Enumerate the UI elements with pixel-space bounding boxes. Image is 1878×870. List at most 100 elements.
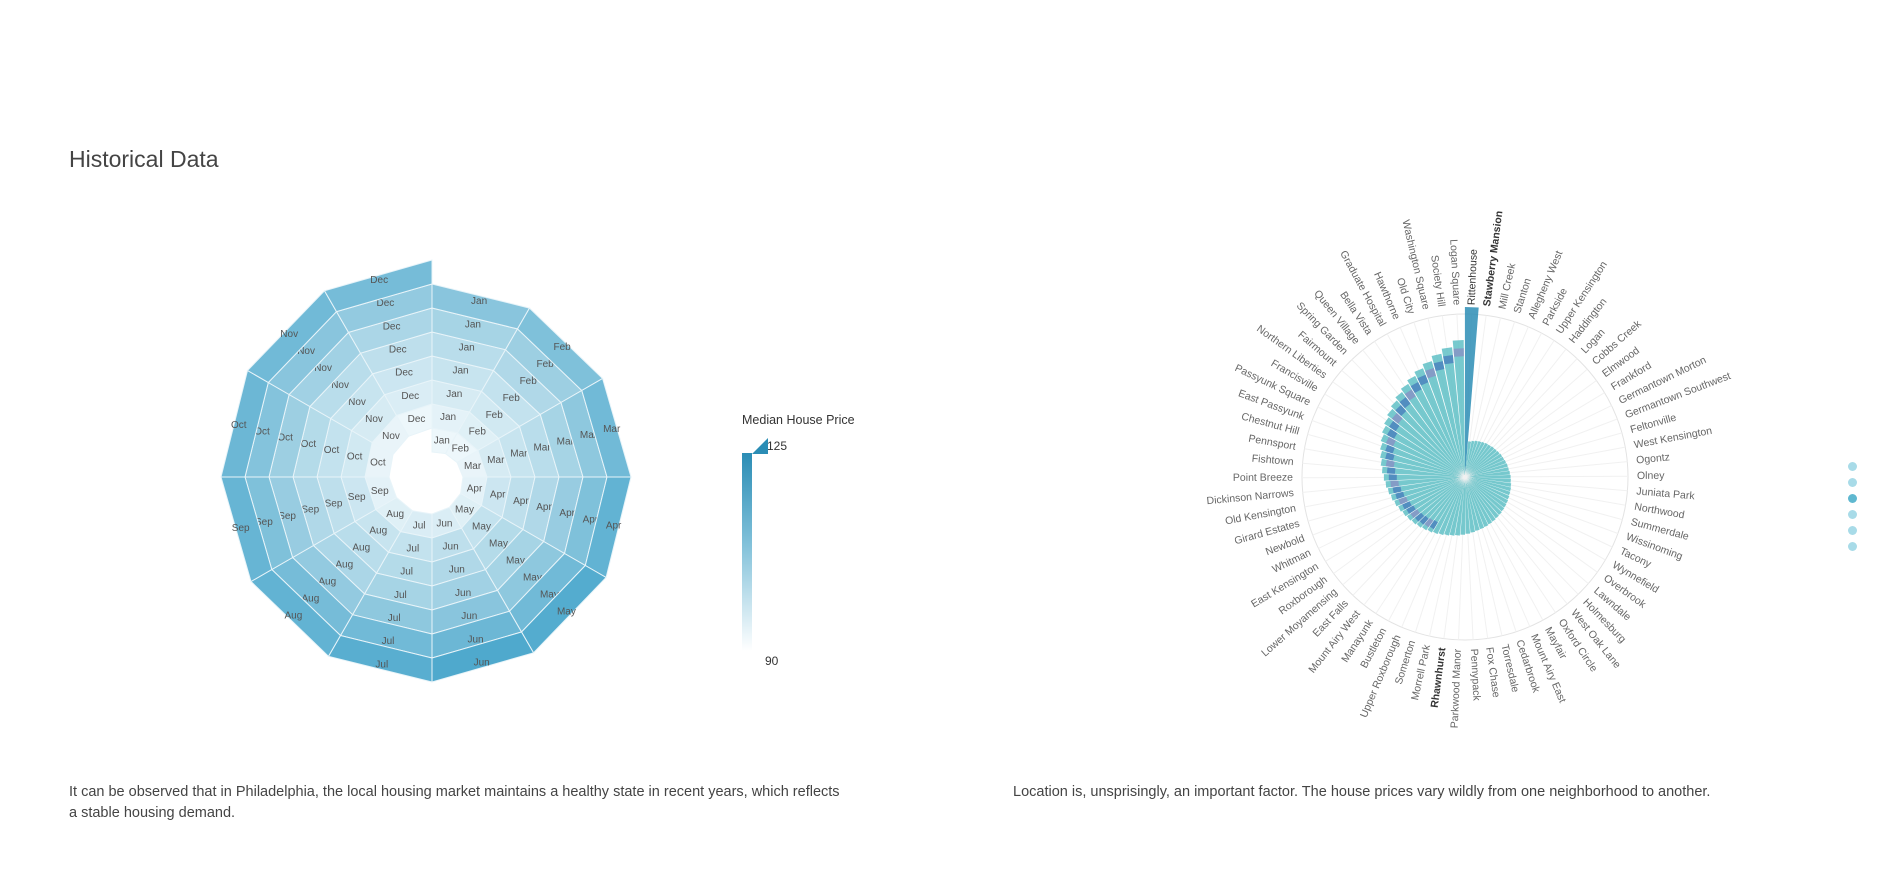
spiral-month-label: Dec [408,414,426,425]
spiral-month-label: Nov [348,397,366,408]
spiral-month-label: Jan [471,296,487,307]
spiral-month-label: Jun [461,611,477,622]
spiral-month-label: Nov [297,346,315,357]
spiral-month-label: Feb [536,359,554,370]
spiral-month-label: Oct [231,420,247,431]
spiral-month-label: Oct [301,439,317,450]
legend-color-bar [742,453,752,651]
spiral-month-label: May [557,606,576,617]
spiral-month-label: Jan [452,366,468,377]
spiral-month-label: Sep [348,492,366,503]
spiral-month-label: Jul [375,659,388,670]
spiral-month-label: Feb [486,410,504,421]
spiral-month-label: Jul [413,520,426,531]
spiral-month-label: Oct [370,458,386,469]
spiral-month-label: Nov [280,329,298,340]
spiral-month-label: Jul [406,544,419,555]
spiral-month-label: Oct [254,426,270,437]
section-title: Historical Data [69,146,219,172]
spiral-month-label: Apr [467,483,483,494]
section-nav-dot[interactable] [1848,462,1857,471]
spiral-month-label: Apr [583,514,599,525]
spiral-month-label: Aug [335,560,353,571]
section-nav-dot[interactable] [1848,510,1857,519]
spiral-month-label: Aug [285,611,303,622]
spiral-month-label: Sep [371,486,389,497]
spiral-month-label: May [523,572,542,583]
spiral-month-label: Dec [383,321,401,332]
spiral-month-label: Feb [520,376,538,387]
legend-handle-icon[interactable] [752,438,770,456]
spiral-month-label: Jul [388,613,401,624]
spiral-month-label: Feb [553,342,571,353]
spiral-month-label: Nov [365,414,383,425]
spiral-month-label: Mar [464,461,482,472]
legend-min-label: 90 [765,654,779,668]
section-nav-dot[interactable] [1848,494,1857,503]
spiral-month-label: Oct [324,445,340,456]
spiral-month-label: Feb [452,444,470,455]
section-nav-dot[interactable] [1848,478,1857,487]
spiral-month-label: May [489,539,508,550]
spiral-month-label: Sep [325,498,343,509]
spiral-month-label: Jun [474,658,490,669]
section-nav-dot[interactable] [1848,526,1857,535]
spiral-month-label: Oct [347,451,363,462]
spiral-month-label: Dec [389,345,407,356]
spiral-month-label: Sep [255,517,273,528]
caption-location: Location is, unsprisingly, an important … [1013,784,1711,800]
spiral-month-label: Jul [382,636,395,647]
spiral-month-label: Mar [510,449,528,460]
spiral-month-label: Sep [232,523,250,534]
spiral-month-label: Sep [278,511,296,522]
spiral-month-label: Apr [559,508,575,519]
spiral-month-label: Jun [436,518,452,529]
legend-max-label: 125 [767,439,788,453]
spiral-month-label: Mar [580,430,598,441]
spiral-month-label: Dec [370,275,388,286]
spiral-month-label: Jul [394,590,407,601]
spiral-month-label: Aug [352,543,370,554]
spiral-month-label: Mar [603,424,621,435]
spiral-month-label: Apr [606,521,622,532]
spiral-month-label: Mar [557,436,575,447]
spiral-month-label: May [472,522,491,533]
spiral-month-label: Jan [446,389,462,400]
spiral-month-label: Jun [455,588,471,599]
spiral-month-label: Jul [400,567,413,578]
section-nav-dots [1848,462,1857,558]
spiral-month-label: Aug [302,594,320,605]
spiral-month-label: Sep [301,505,319,516]
spiral-month-label: Nov [382,431,400,442]
spiral-month-label: Mar [487,455,505,466]
spiral-month-label: Jan [459,343,475,354]
spiral-month-label: May [455,505,474,516]
spiral-month-label: Feb [503,393,521,404]
spiral-month-label: Dec [395,368,413,379]
spiral-month-label: Jun [443,542,459,553]
spiral-month-label: Oct [277,433,293,444]
spiral-month-label: Mar [533,443,551,454]
section-nav-dot[interactable] [1848,542,1857,551]
spiral-month-label: Apr [536,502,552,513]
spiral-month-label: Aug [369,526,387,537]
spiral-month-label: Jan [465,319,481,330]
spiral-month-label: Apr [490,490,506,501]
spiral-month-label: Jan [440,412,456,423]
spiral-month-label: Jan [434,435,450,446]
spiral-month-label: Feb [469,427,487,438]
spiral-month-label: Aug [386,509,404,520]
spiral-month-label: Dec [401,391,419,402]
spiral-month-label: May [540,589,559,600]
spiral-month-label: Nov [331,380,349,391]
spiral-month-label: Nov [314,363,332,374]
spiral-cell[interactable] [323,259,433,313]
spiral-month-label: May [506,555,525,566]
caption-historical: It can be observed that in Philadelphia,… [69,784,840,821]
spiral-month-label: Apr [513,496,529,507]
legend-title: Median House Price [742,413,855,427]
spiral-month-label: Jun [467,634,483,645]
spiral-month-label: Aug [318,577,336,588]
spiral-month-label: Jun [449,565,465,576]
